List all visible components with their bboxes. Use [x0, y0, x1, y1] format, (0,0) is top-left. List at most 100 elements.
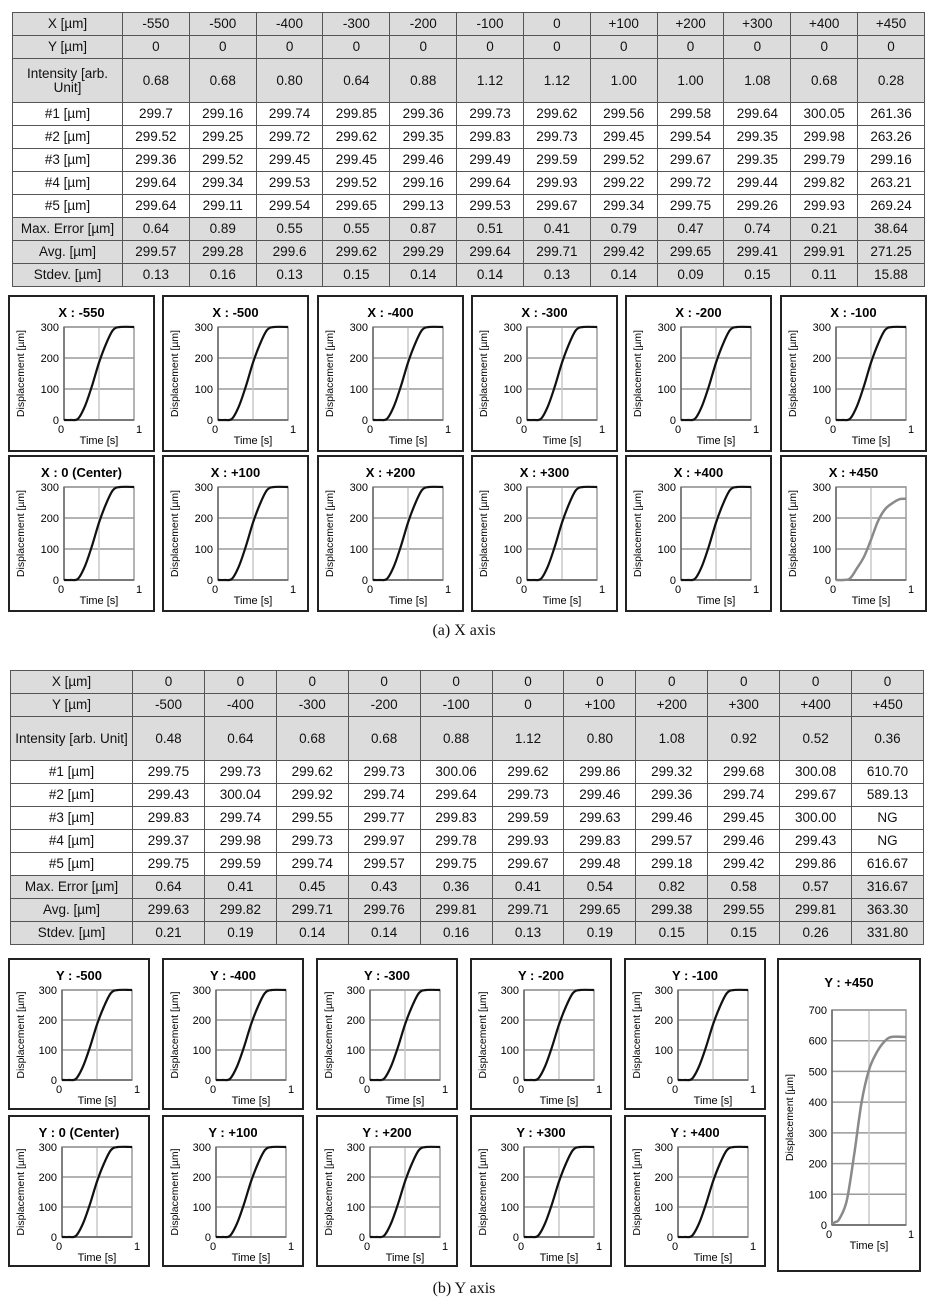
table-cell: 299.73	[275, 829, 349, 853]
chart-title: X : +100	[211, 465, 261, 480]
table-cell: 300.08	[779, 760, 853, 784]
table-cell: 0.13	[491, 921, 565, 945]
displacement-curve	[369, 1145, 441, 1239]
table-cell: 299.52	[122, 125, 190, 149]
table-cell: 299.68	[707, 760, 781, 784]
table-cell: 0.16	[188, 263, 257, 287]
table-cell: 0.45	[275, 875, 349, 899]
displacement-chart: Y : +100 0 100 200 300 0 1 Time [s] Displacement…	[162, 1115, 304, 1267]
displacement-chart: X : -400 0 100 200 300 0 1 Time [s] Displacement…	[316, 295, 464, 452]
table-cell: 299.74	[255, 102, 324, 126]
y-tick-label: 0	[53, 575, 59, 587]
table-cell: 0.41	[203, 875, 277, 899]
y-tick-label: 0	[667, 1232, 673, 1244]
table-cell: 0.88	[419, 716, 493, 761]
y-tick-label: 400	[809, 1097, 827, 1109]
y-tick-label: 100	[349, 384, 367, 396]
table-cell: +450	[851, 693, 924, 717]
y-tick-label: 200	[195, 513, 213, 525]
row-label: Y [µm]	[12, 35, 123, 59]
row-label: X [µm]	[12, 12, 123, 36]
x-axis-label: Time [s]	[78, 1095, 117, 1107]
y-tick-label: 0	[207, 415, 213, 427]
x-tick-label: 1	[445, 424, 451, 436]
table-cell: 0	[491, 693, 565, 717]
table-cell: 299.58	[656, 102, 725, 126]
table-cell: 0.13	[522, 263, 591, 287]
x-axis-results-table: X [µm] -550 -500 -400 -300 -200 -100 0 +100 +200 +…	[12, 12, 925, 287]
displacement-curve	[677, 988, 749, 1082]
table-cell: 0	[188, 35, 257, 59]
table-cell: 299.26	[723, 194, 792, 218]
displacement-curve	[218, 325, 289, 422]
y-tick-label: 300	[349, 322, 367, 334]
y-tick-label: 0	[51, 1232, 57, 1244]
table-cell: 299.85	[322, 102, 391, 126]
x-tick-label: 0	[521, 424, 527, 436]
table-cell: 299.57	[122, 240, 190, 264]
y-tick-label: 200	[501, 1172, 519, 1184]
table-cell: 15.88	[857, 263, 925, 287]
table-cell: 299.46	[563, 783, 637, 807]
y-tick-label: 100	[39, 1202, 57, 1214]
table-cell: 299.67	[656, 148, 725, 172]
x-tick-label: 1	[599, 424, 605, 436]
table-cell: 0.68	[275, 716, 349, 761]
chart-title: Y : -200	[518, 968, 564, 983]
x-axis-label: Time [s]	[543, 435, 582, 447]
table-cell: 0	[203, 670, 277, 694]
y-tick-label: 200	[658, 353, 676, 365]
table-cell: 299.46	[635, 806, 709, 830]
table-cell: 0.14	[347, 921, 421, 945]
y-tick-label: 200	[41, 513, 59, 525]
table-cell: 0.74	[723, 217, 792, 241]
x-tick-label: 0	[364, 1084, 370, 1096]
table-cell: 299.36	[122, 148, 190, 172]
x-axis-label: Time [s]	[234, 595, 273, 607]
y-axis-label: Displacement [µm]	[324, 490, 336, 577]
table-cell: 299.83	[132, 806, 205, 830]
x-axis-label: Time [s]	[851, 595, 890, 607]
x-tick-label: 0	[58, 424, 64, 436]
y-tick-label: 200	[195, 353, 213, 365]
table-cell: 0.16	[419, 921, 493, 945]
table-cell: 589.13	[851, 783, 924, 807]
table-cell: 299.74	[347, 783, 421, 807]
x-axis-label: Time [s]	[234, 435, 273, 447]
table-cell: 299.75	[656, 194, 725, 218]
table-cell: 299.93	[491, 829, 565, 853]
table-cell: 299.43	[132, 783, 205, 807]
chart-title: Y : -400	[210, 968, 256, 983]
y-tick-label: 100	[809, 1189, 827, 1201]
table-row: #2 [µm] 299.43 300.04 299.92 299.74 299.64 299…	[10, 783, 924, 807]
y-tick-label: 200	[193, 1015, 211, 1027]
table-row: Max. Error [µm] 0.64 0.89 0.55 0.55 0.87 0.51 0…	[12, 217, 925, 241]
table-cell: 299.98	[203, 829, 277, 853]
y-tick-label: 0	[53, 415, 59, 427]
y-axis-results-table: X [µm] 0 0 0 0 0 0 0 0 0 0 0 Y [µm] -500 -400 -300 -200-…	[10, 670, 924, 945]
y-tick-label: 100	[195, 384, 213, 396]
table-cell: 0.14	[389, 263, 458, 287]
table-cell: 299.56	[589, 102, 658, 126]
table-cell: 0.52	[779, 716, 853, 761]
displacement-chart: X : +200 0 100 200 300 0 1 Time [s] Displacement…	[316, 455, 464, 612]
table-row: Intensity [arb. Unit] 0.48 0.64 0.68 0.68 0.8…	[10, 716, 924, 761]
row-label: Avg. [µm]	[12, 240, 123, 264]
table-cell: 299.45	[707, 806, 781, 830]
x-tick-label: 0	[210, 1241, 216, 1253]
table-cell: 299.16	[389, 171, 458, 195]
table-cell: 0	[491, 670, 565, 694]
y-axis-label: Displacement [µm]	[15, 1148, 27, 1235]
table-cell: 299.65	[656, 240, 725, 264]
table-cell: 0.21	[790, 217, 859, 241]
row-label: X [µm]	[10, 670, 133, 694]
y-tick-label: 100	[193, 1202, 211, 1214]
row-label: Stdev. [µm]	[12, 263, 123, 287]
table-cell: 299.62	[322, 125, 391, 149]
displacement-curve	[677, 1145, 749, 1239]
table-cell: -200	[389, 12, 458, 36]
displacement-chart: Y : +200 0 100 200 300 0 1 Time [s] Displacement…	[316, 1115, 458, 1267]
row-label: #5 [µm]	[12, 194, 123, 218]
y-tick-label: 300	[193, 985, 211, 997]
x-axis-label: Time [s]	[543, 595, 582, 607]
